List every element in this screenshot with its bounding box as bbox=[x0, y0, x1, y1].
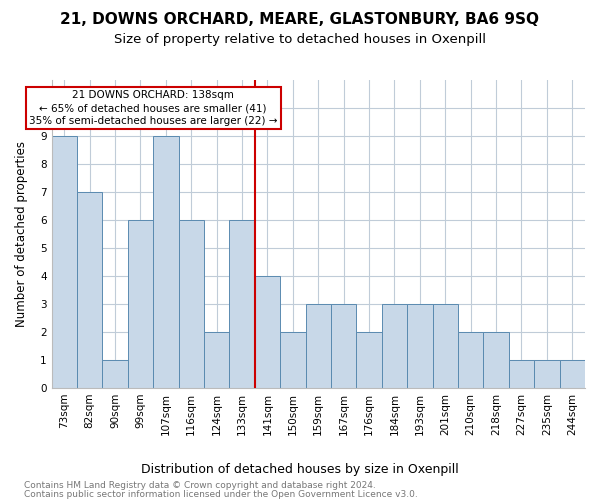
Text: 21 DOWNS ORCHARD: 138sqm
← 65% of detached houses are smaller (41)
35% of semi-d: 21 DOWNS ORCHARD: 138sqm ← 65% of detach… bbox=[29, 90, 277, 126]
Text: Distribution of detached houses by size in Oxenpill: Distribution of detached houses by size … bbox=[141, 462, 459, 475]
Bar bbox=[305, 304, 331, 388]
Bar bbox=[179, 220, 204, 388]
Bar bbox=[255, 276, 280, 388]
Bar bbox=[534, 360, 560, 388]
Bar bbox=[280, 332, 305, 388]
Bar bbox=[458, 332, 484, 388]
Text: 21, DOWNS ORCHARD, MEARE, GLASTONBURY, BA6 9SQ: 21, DOWNS ORCHARD, MEARE, GLASTONBURY, B… bbox=[61, 12, 539, 28]
Text: Contains HM Land Registry data © Crown copyright and database right 2024.: Contains HM Land Registry data © Crown c… bbox=[24, 481, 376, 490]
Bar bbox=[407, 304, 433, 388]
Bar bbox=[204, 332, 229, 388]
Bar bbox=[382, 304, 407, 388]
Bar bbox=[356, 332, 382, 388]
Bar bbox=[331, 304, 356, 388]
Bar bbox=[103, 360, 128, 388]
Y-axis label: Number of detached properties: Number of detached properties bbox=[15, 141, 28, 327]
Text: Size of property relative to detached houses in Oxenpill: Size of property relative to detached ho… bbox=[114, 32, 486, 46]
Bar bbox=[560, 360, 585, 388]
Bar bbox=[509, 360, 534, 388]
Bar bbox=[153, 136, 179, 388]
Bar bbox=[128, 220, 153, 388]
Bar bbox=[433, 304, 458, 388]
Bar bbox=[77, 192, 103, 388]
Bar bbox=[52, 136, 77, 388]
Bar bbox=[229, 220, 255, 388]
Text: Contains public sector information licensed under the Open Government Licence v3: Contains public sector information licen… bbox=[24, 490, 418, 499]
Bar bbox=[484, 332, 509, 388]
